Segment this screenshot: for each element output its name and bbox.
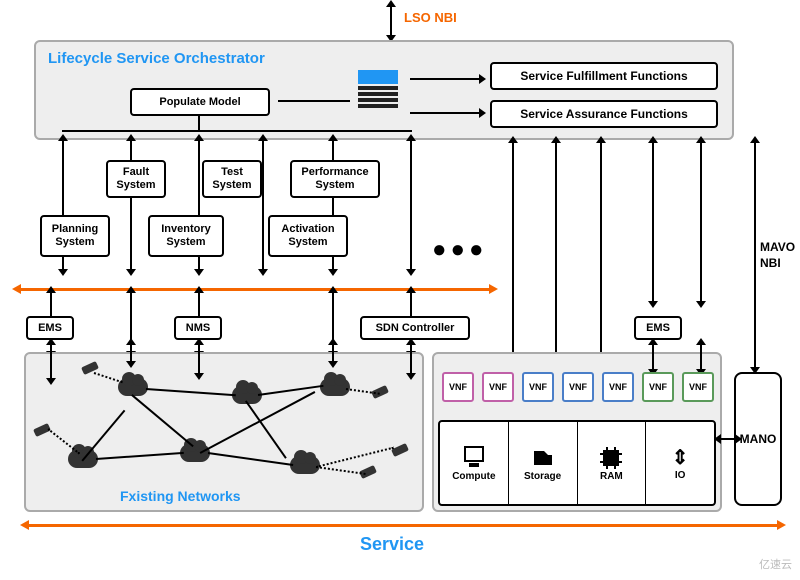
vnf-box: VNF bbox=[442, 372, 474, 402]
orange-arrow-mid bbox=[20, 288, 490, 291]
vnf-box: VNF bbox=[562, 372, 594, 402]
ems-box: EMS bbox=[26, 316, 74, 340]
network-title: Fxisting Networks bbox=[120, 488, 241, 504]
compute-cell: Compute bbox=[440, 422, 509, 504]
ems2-box: EMS bbox=[634, 316, 682, 340]
sdn-box: SDN Controller bbox=[360, 316, 470, 340]
nms-box: NMS bbox=[174, 316, 222, 340]
fulfillment-box: Service Fulfillment Functions bbox=[490, 62, 718, 90]
cloud-icon bbox=[180, 444, 210, 462]
storage-icon bbox=[530, 445, 556, 471]
ellipsis-icon: ●●● bbox=[432, 236, 488, 264]
mavo-label: MAVO NBI bbox=[760, 240, 795, 271]
fault-system: Fault System bbox=[106, 160, 166, 198]
inventory-system: Inventory System bbox=[148, 215, 224, 257]
assurance-box: Service Assurance Functions bbox=[490, 100, 718, 128]
lso-title: Lifecycle Service Orchestrator bbox=[48, 50, 265, 67]
storage-cell: Storage bbox=[509, 422, 578, 504]
resource-row: Compute Storage RAM ⇕IO bbox=[438, 420, 716, 506]
vnf-box: VNF bbox=[602, 372, 634, 402]
activation-system: Activation System bbox=[268, 215, 348, 257]
orange-arrow-bottom bbox=[28, 524, 778, 527]
service-label: Service bbox=[360, 534, 424, 555]
vnf-box: VNF bbox=[682, 372, 714, 402]
compute-icon bbox=[461, 445, 487, 471]
perf-system: Performance System bbox=[290, 160, 380, 198]
io-cell: ⇕IO bbox=[646, 422, 714, 504]
vnf-box: VNF bbox=[522, 372, 554, 402]
vnf-box: VNF bbox=[482, 372, 514, 402]
lso-nbi-label: LSO NBI bbox=[404, 10, 457, 25]
watermark: 亿速云 bbox=[759, 556, 792, 572]
populate-model: Populate Model bbox=[130, 88, 270, 116]
test-system: Test System bbox=[202, 160, 262, 198]
io-icon: ⇕ bbox=[672, 445, 689, 470]
vnf-box: VNF bbox=[642, 372, 674, 402]
planning-system: Planning System bbox=[40, 215, 110, 257]
server-icon bbox=[358, 70, 398, 108]
ram-cell: RAM bbox=[578, 422, 647, 504]
ram-icon bbox=[598, 445, 624, 471]
